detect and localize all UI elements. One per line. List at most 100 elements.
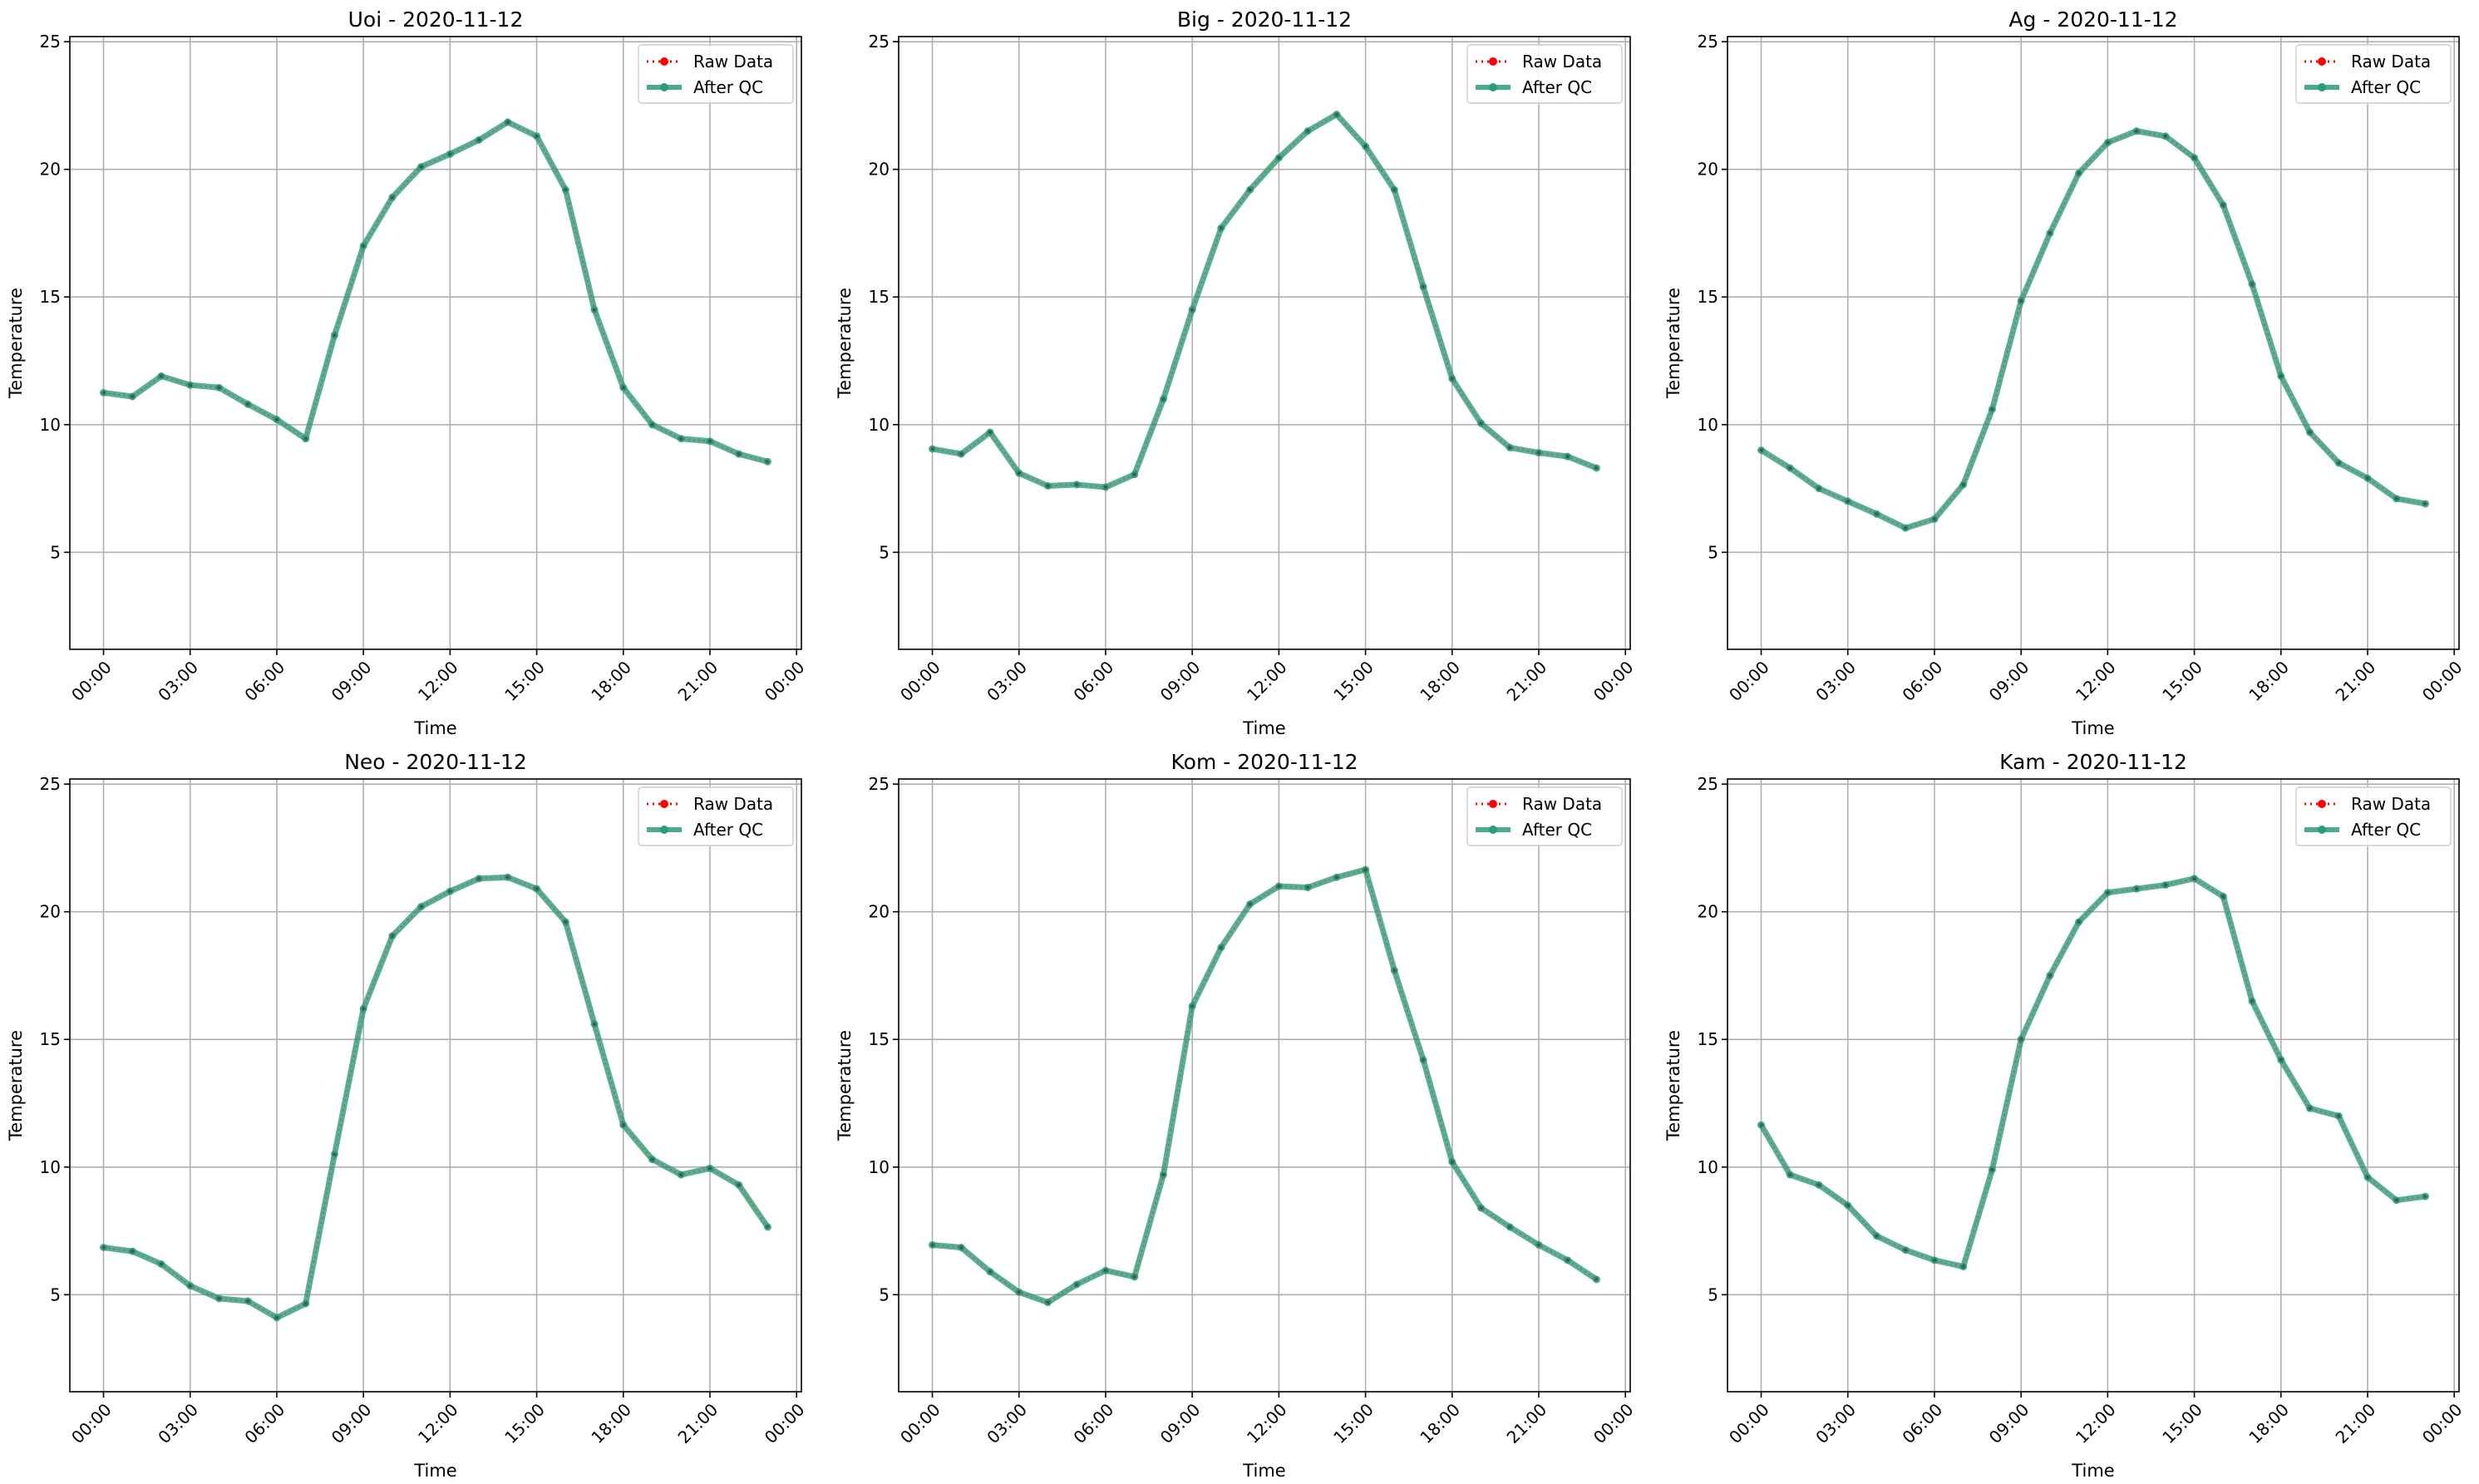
data-point-raw-data: [1932, 1258, 1937, 1263]
plot-frame: [1727, 778, 2460, 1393]
x-tick-label: 21:00: [1503, 1399, 1551, 1447]
x-tick-label: 00:00: [67, 657, 116, 705]
x-tick-label: 03:00: [154, 1399, 202, 1447]
data-point-raw-data: [1392, 969, 1397, 973]
data-point-raw-data: [1508, 446, 1512, 450]
data-point-raw-data: [1450, 377, 1454, 381]
x-tick-label: 18:00: [587, 1399, 635, 1447]
legend-label-raw-data: Raw Data: [1522, 794, 1602, 814]
x-tick-label: 18:00: [587, 657, 635, 705]
data-point-raw-data: [1334, 875, 1339, 880]
plot-frame: [69, 36, 802, 650]
x-tick-label: 21:00: [674, 1399, 722, 1447]
legend-label-after-qc: After QC: [1522, 77, 1592, 97]
y-axis-label: Temperature: [6, 1030, 26, 1141]
data-point-raw-data: [930, 1243, 934, 1247]
data-point-raw-data: [2250, 282, 2255, 287]
data-point-raw-data: [1421, 284, 1426, 289]
data-point-raw-data: [159, 374, 164, 378]
legend: Raw Data After QC: [1466, 786, 1623, 846]
data-point-raw-data: [679, 1172, 683, 1177]
data-point-raw-data: [188, 382, 192, 387]
y-tick-label: 10: [40, 415, 61, 435]
data-point-raw-data: [419, 165, 423, 169]
y-tick-label: 20: [869, 902, 890, 922]
data-point-raw-data: [448, 889, 452, 894]
data-point-raw-data: [535, 886, 539, 891]
subplot-1: 00:00 03:00 06:00 09:00 12:00 15:00 18:00 21:00…: [6, 7, 808, 738]
data-point-raw-data: [1788, 466, 1792, 471]
data-point-raw-data: [1248, 902, 1252, 906]
y-tick-label: 10: [40, 1157, 61, 1177]
chart-title: Neo - 2020-11-12: [344, 750, 527, 774]
data-point-raw-data: [1392, 188, 1397, 192]
data-point-raw-data: [650, 1157, 654, 1161]
data-point-raw-data: [1816, 1183, 1821, 1187]
series-line-raw-data: [103, 121, 768, 463]
data-point-raw-data: [1565, 454, 1570, 459]
y-tick-label: 10: [869, 1157, 890, 1177]
y-tick-label: 15: [1698, 287, 1718, 307]
y-tick-label: 5: [50, 542, 61, 562]
data-point-raw-data: [303, 1301, 308, 1306]
data-point-raw-data: [707, 439, 712, 443]
y-tick-label: 5: [879, 542, 890, 562]
x-tick-label: 21:00: [2332, 1399, 2380, 1447]
chart-title: Kom - 2020-11-12: [1171, 750, 1358, 774]
x-tick-label: 18:00: [2245, 657, 2293, 705]
data-point-raw-data: [535, 134, 539, 138]
data-point-raw-data: [1508, 1225, 1512, 1230]
legend-marker-after-qc: [1489, 826, 1497, 834]
data-point-raw-data: [2250, 998, 2255, 1003]
y-tick-label: 15: [869, 1029, 890, 1049]
data-point-raw-data: [2018, 1038, 2023, 1042]
y-tick-label: 5: [879, 1284, 890, 1304]
data-point-raw-data: [2423, 501, 2427, 506]
data-point-raw-data: [988, 1270, 993, 1274]
y-axis-label: Temperature: [835, 1030, 855, 1141]
data-point-raw-data: [707, 1166, 712, 1171]
data-point-raw-data: [274, 417, 279, 422]
data-point-raw-data: [2048, 231, 2053, 235]
y-tick-label: 25: [1698, 774, 1718, 794]
data-point-raw-data: [2106, 890, 2110, 895]
y-tick-label: 25: [869, 774, 890, 794]
data-point-raw-data: [1075, 1282, 1079, 1287]
legend-label-raw-data: Raw Data: [2351, 794, 2431, 814]
legend-label-raw-data: Raw Data: [2351, 52, 2431, 71]
chart-title: Kam - 2020-11-12: [1999, 750, 2187, 774]
data-point-raw-data: [1103, 1268, 1108, 1273]
subplot-5: 00:00 03:00 06:00 09:00 12:00 15:00 18:00 21:00…: [835, 750, 1637, 1481]
x-tick-label: 00:00: [1725, 1399, 1773, 1447]
y-tick-label: 5: [1708, 542, 1718, 562]
data-point-raw-data: [1277, 155, 1281, 160]
y-tick-label: 10: [1698, 415, 1718, 435]
data-point-raw-data: [1363, 144, 1368, 149]
y-axis-label: Temperature: [6, 288, 26, 399]
x-tick-label: 09:00: [1985, 657, 2033, 705]
plot-frame: [898, 778, 1631, 1393]
y-tick-label: 15: [40, 1029, 61, 1049]
series-line-raw-data: [1760, 877, 2426, 1268]
x-tick-label: 06:00: [241, 657, 289, 705]
data-point-raw-data: [2077, 171, 2081, 175]
data-point-raw-data: [2192, 876, 2196, 880]
x-tick-label: 00:00: [761, 1399, 809, 1447]
x-tick-label: 06:00: [1070, 657, 1118, 705]
y-axis-label: Temperature: [1663, 288, 1683, 399]
data-point-raw-data: [621, 1122, 625, 1127]
x-axis-label: Time: [2071, 718, 2114, 738]
x-tick-label: 15:00: [500, 1399, 549, 1447]
data-point-raw-data: [1594, 466, 1599, 471]
data-point-raw-data: [419, 905, 423, 909]
data-point-raw-data: [592, 308, 597, 312]
data-point-raw-data: [1846, 499, 1850, 504]
y-tick-label: 20: [1698, 902, 1718, 922]
y-tick-label: 20: [869, 160, 890, 180]
series-line-raw-data: [932, 868, 1598, 1304]
data-point-raw-data: [1479, 422, 1483, 426]
x-tick-label: 06:00: [1899, 1399, 1947, 1447]
data-point-raw-data: [1363, 867, 1368, 872]
data-point-raw-data: [988, 430, 993, 435]
x-tick-label: 12:00: [2072, 1399, 2120, 1447]
